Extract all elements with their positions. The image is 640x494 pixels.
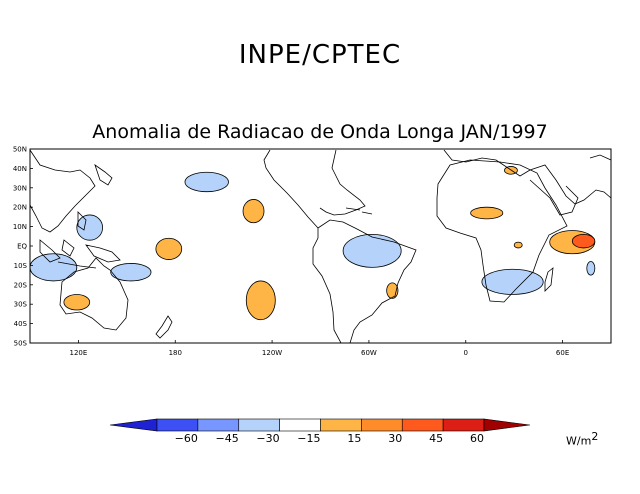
coast-philippines [77, 211, 87, 231]
anomaly-sahel-pos [470, 206, 504, 220]
coast-caribbean [345, 207, 373, 215]
anomaly-n-pacific-neg [184, 171, 229, 193]
coast-new-zealand [155, 315, 173, 339]
colorbar-label: −30 [256, 432, 279, 445]
lat-label: EQ [17, 243, 27, 251]
longitude-axis: 120E 180 120W 60W 0 60E [70, 340, 569, 357]
lon-label: 180 [169, 349, 182, 357]
coastlines [29, 149, 612, 344]
map-frame [29, 148, 612, 344]
colorbar-label: 15 [347, 432, 361, 445]
anomaly-ne-pacific-pos [242, 199, 265, 224]
lon-label: 120E [70, 349, 88, 357]
main-title: INPE/CPTEC [238, 40, 402, 70]
colorbar-label: −45 [216, 432, 239, 445]
lon-label: 60W [361, 349, 377, 357]
coast-indonesia [39, 239, 121, 269]
colorbar-segment [197, 418, 240, 432]
lat-label: 10N [13, 223, 27, 231]
lon-label: 120W [262, 349, 282, 357]
colorbar-segment [361, 418, 403, 432]
anomaly-indian-ocean-core [571, 233, 596, 249]
lon-label: 60E [556, 349, 569, 357]
lat-label: 40N [13, 165, 27, 173]
latitude-axis: 50N 40N 30N 20N 10N EQ 10S 20S 30S 40S 50S [13, 146, 33, 348]
colorbar-segment [156, 418, 199, 432]
colorbar-segment [320, 418, 362, 432]
colorbar-label: −60 [175, 432, 198, 445]
colorbar: −60 −45 −30 −15 15 30 45 60 [109, 418, 531, 445]
anomaly-africa-pos [513, 241, 523, 249]
anomaly-amazon-neg [342, 233, 402, 268]
colorbar-label: 60 [470, 432, 484, 445]
coast-africa [436, 159, 568, 303]
coast-australia [59, 257, 129, 331]
lat-label: 20N [13, 204, 27, 212]
colorbar-low-arrow [109, 418, 158, 432]
lat-label: 30S [14, 301, 28, 309]
units-label: W/m2 [566, 430, 598, 448]
lat-label: 50S [14, 340, 28, 348]
lat-label: 50N [13, 146, 27, 154]
coast-eurasia [443, 149, 612, 205]
anomaly-s-pacific-neg [110, 263, 152, 282]
lat-label: 30N [13, 184, 27, 192]
lon-label: 0 [464, 349, 468, 357]
colorbar-segment [238, 418, 280, 432]
anomaly-c-pacific-pos [155, 237, 183, 260]
units-exponent: 2 [591, 430, 599, 443]
coast-madagascar [544, 267, 554, 292]
coast-south-america [312, 219, 417, 344]
anomaly-se-pacific-pos [245, 280, 276, 321]
coast-japan [94, 163, 113, 186]
anomaly-w-pacific-neg [76, 214, 104, 241]
colorbar-segment [442, 418, 485, 432]
coast-arabia [529, 179, 579, 216]
colorbar-label: 45 [429, 432, 443, 445]
colorbar-high-arrow [483, 418, 531, 432]
map-title: Anomalia de Radiacao de Onda Longa JAN/1… [92, 121, 548, 143]
colorbar-segment [401, 418, 444, 432]
units-text: W/m [566, 434, 592, 448]
anomaly-india-neg [586, 261, 596, 276]
anomaly-layer [29, 166, 596, 321]
lat-label: 10S [14, 262, 28, 270]
anomaly-australia-pos [63, 294, 91, 311]
anomaly-s-africa-neg [481, 268, 544, 295]
colorbar-label: −15 [297, 432, 320, 445]
anomaly-indonesia-neg [29, 253, 78, 282]
coast-north-america [263, 149, 366, 229]
lat-label: 40S [14, 320, 28, 328]
colorbar-segment [279, 418, 321, 432]
colorbar-label: 30 [388, 432, 402, 445]
coast-east-asia [29, 149, 96, 233]
lat-label: 20S [14, 281, 28, 289]
